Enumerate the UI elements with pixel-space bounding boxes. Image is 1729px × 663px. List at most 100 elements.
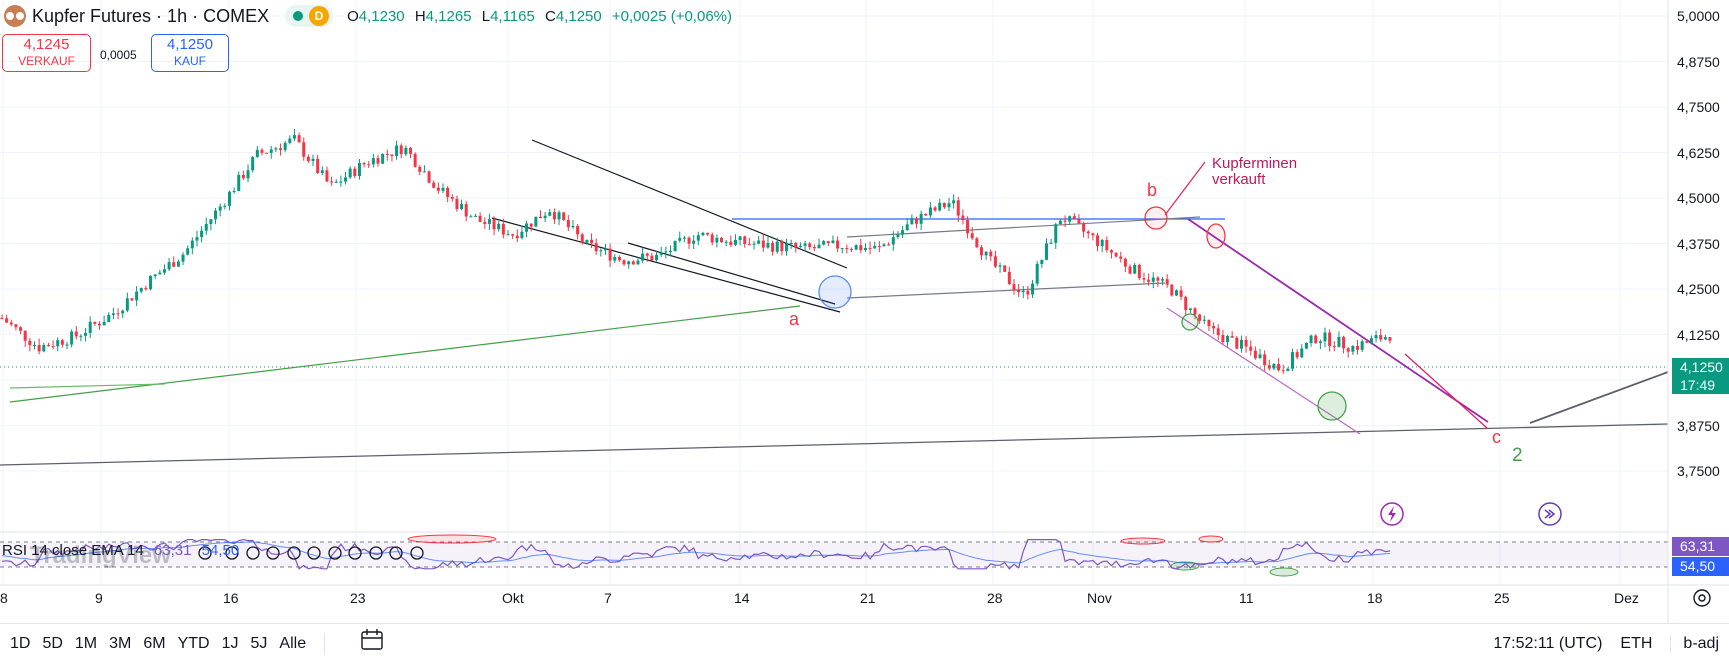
timeframe-button[interactable]: 1M (74, 634, 98, 652)
rsi-overbought-marker-1 (407, 534, 497, 544)
candle (863, 243, 867, 252)
candle (214, 208, 218, 225)
adjustment-toggle[interactable]: b-adj (1670, 634, 1719, 653)
symbol-title[interactable]: Kupfer Futures · 1h · COMEX (32, 5, 270, 26)
timeframe-button[interactable]: 1D (10, 634, 31, 652)
candle (710, 232, 714, 246)
candle (5, 314, 9, 324)
violet-channel-line (1166, 307, 1361, 435)
candle (1123, 257, 1127, 273)
settings-gear-icon[interactable] (1693, 589, 1711, 607)
green-trendline (9, 305, 801, 403)
candle (32, 341, 36, 350)
candle (910, 214, 914, 225)
candle (511, 233, 515, 240)
candle (487, 213, 491, 231)
time-axis-label: 25 (1494, 590, 1510, 606)
candle (747, 237, 751, 246)
rsi-legend-ma-value: 54,50 (201, 542, 240, 559)
candle (557, 210, 561, 226)
timeframe-button[interactable]: Alle (279, 634, 307, 652)
candle (1342, 335, 1346, 354)
price-axis-label: 4,7500 (1677, 99, 1720, 115)
candle (1179, 285, 1183, 301)
candle (812, 244, 816, 252)
candle (1054, 222, 1058, 249)
candle (204, 217, 208, 235)
candle (789, 239, 793, 249)
candle (1300, 344, 1304, 359)
green-circle-marker-2 (1317, 391, 1347, 421)
red-circle-marker-b (1144, 206, 1168, 230)
candle (961, 209, 965, 225)
candle (93, 321, 97, 326)
candle (696, 231, 700, 246)
candle (14, 323, 18, 331)
candle (334, 179, 338, 183)
timeframe-button[interactable]: 1J (221, 634, 239, 652)
candle (195, 230, 199, 247)
rsi-legend[interactable]: RSI 14 close EMA 14 63,31 54,50 (2, 542, 239, 559)
candle (608, 243, 612, 268)
candle (297, 132, 301, 143)
candle (706, 232, 710, 236)
candle (1188, 308, 1192, 314)
candle (292, 128, 296, 142)
sell-price: 4,1245 (23, 36, 70, 53)
candle (1328, 329, 1332, 352)
timeframe-button[interactable]: 5D (42, 634, 63, 652)
candle (859, 238, 863, 253)
utc-clock[interactable]: 17:52:11 (UTC) (1493, 634, 1603, 652)
time-axis-label: 7 (604, 590, 612, 606)
candle (1114, 252, 1118, 258)
candle (1156, 276, 1160, 288)
candle (181, 252, 185, 266)
sell-button[interactable]: 4,1245 VERKAUF (2, 34, 91, 72)
candle (1026, 286, 1030, 300)
candle (1235, 336, 1239, 350)
candle (302, 137, 306, 161)
candle (1239, 335, 1243, 353)
candle (446, 186, 450, 203)
timeframe-button[interactable]: 6M (143, 634, 166, 652)
candle (97, 321, 101, 330)
lightning-icon[interactable] (1380, 502, 1404, 526)
wave-label-a: a (789, 309, 800, 329)
candle (190, 237, 194, 255)
candle (74, 326, 78, 340)
candle (279, 143, 283, 156)
candle (928, 202, 932, 218)
calendar-range-icon[interactable] (361, 629, 383, 650)
candle (227, 190, 231, 211)
candle (1332, 341, 1336, 352)
candle (752, 240, 756, 250)
candle (311, 154, 315, 167)
candle (826, 240, 830, 247)
candle (1244, 336, 1248, 353)
candle (1272, 363, 1276, 371)
candle (371, 153, 375, 168)
candle (339, 175, 343, 187)
forward-event-icon[interactable] (1538, 502, 1562, 526)
close-value: 4,1250 (555, 7, 602, 25)
timeframe-button[interactable]: 3M (109, 634, 132, 652)
candle (441, 183, 445, 194)
timeframe-button[interactable]: YTD (177, 634, 210, 652)
candle (603, 243, 607, 255)
candle (664, 246, 668, 259)
candle (803, 240, 807, 252)
buy-button[interactable]: 4,1250 KAUF (151, 34, 229, 72)
candle (1086, 230, 1090, 239)
market-status-badge[interactable]: D (285, 5, 334, 27)
candle (1040, 259, 1044, 268)
candle (469, 214, 473, 218)
blue-circle-marker (818, 275, 852, 309)
candle (1202, 315, 1206, 324)
candle (46, 342, 50, 347)
delayed-data-badge[interactable]: D (309, 6, 330, 26)
session-toggle[interactable]: ETH (1620, 634, 1653, 652)
timeframe-list: 1D 5D 1M 3M 6M YTD 1J 5J Alle (0, 632, 339, 655)
timeframe-button[interactable]: 5J (250, 634, 268, 652)
candle (970, 226, 974, 240)
